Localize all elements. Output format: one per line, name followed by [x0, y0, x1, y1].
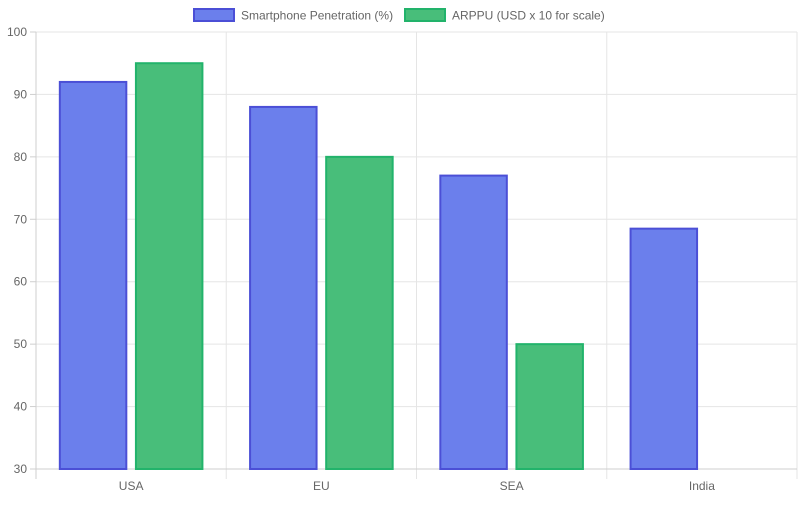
legend-label-smartphone-penetration[interactable]: Smartphone Penetration (%): [241, 9, 393, 23]
bar-series-0-eu[interactable]: [249, 105, 318, 471]
bar-series-1-sea[interactable]: [515, 343, 584, 470]
y-tick-label: 40: [14, 400, 28, 414]
y-tick-label: 90: [14, 87, 28, 101]
legend-swatch-arppu[interactable]: [404, 8, 446, 22]
y-axis: 30 40 50 60 70 80 90 100: [7, 25, 36, 476]
legend-label-arppu[interactable]: ARPPU (USD x 10 for scale): [452, 9, 605, 23]
bar-series-0-india[interactable]: [629, 227, 699, 470]
y-tick-label: 100: [7, 25, 27, 39]
x-tick-label: India: [689, 479, 715, 493]
y-tick-label: 70: [14, 212, 28, 226]
bar-series-1-eu[interactable]: [325, 155, 394, 470]
bar-series-1-usa[interactable]: [134, 62, 204, 470]
legend-swatch-smartphone-penetration[interactable]: [193, 8, 235, 22]
y-tick-label: 80: [14, 150, 28, 164]
bar-series-0-usa[interactable]: [58, 80, 128, 470]
x-tick-label: EU: [313, 479, 330, 493]
y-tick-label: 50: [14, 337, 28, 351]
y-tick-label: 60: [14, 275, 28, 289]
x-tick-label: SEA: [500, 479, 524, 493]
legend: Smartphone Penetration (%) ARPPU (USD x …: [193, 8, 605, 23]
bars: [58, 62, 699, 471]
y-tick-label: 30: [14, 462, 28, 476]
x-tick-label: USA: [119, 479, 144, 493]
bar-series-0-sea[interactable]: [439, 174, 508, 470]
